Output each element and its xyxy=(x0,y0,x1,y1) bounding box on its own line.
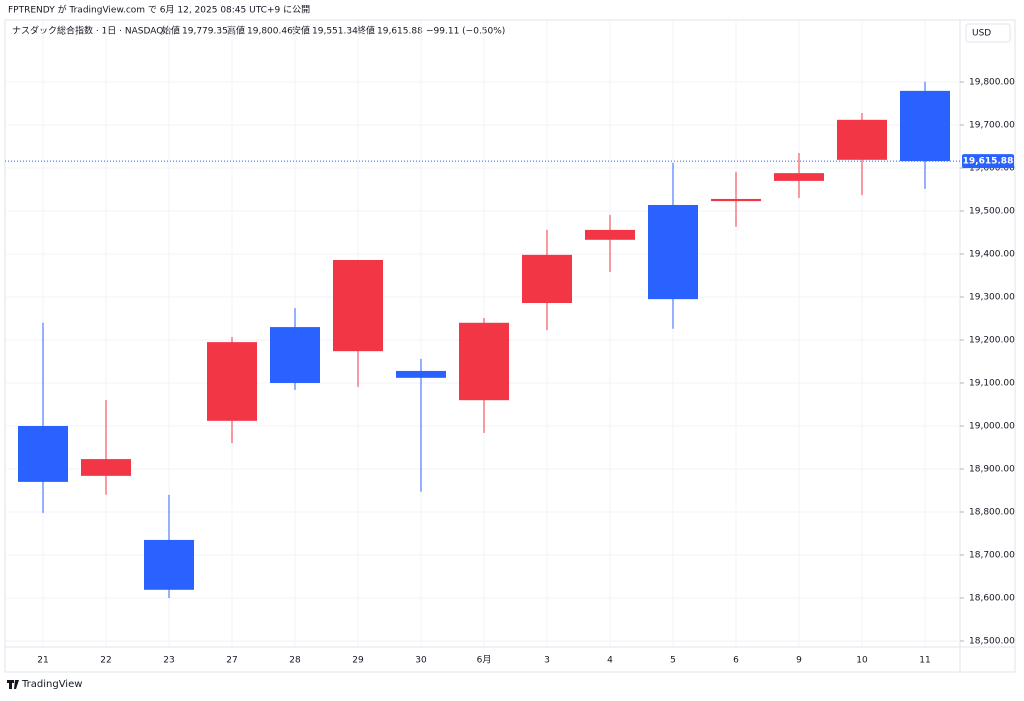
ohlc-label: 終値 xyxy=(357,25,375,37)
candle-body xyxy=(459,322,509,401)
x-tick-label: 21 xyxy=(37,656,48,666)
x-tick-label: 23 xyxy=(163,656,174,666)
y-tick-label: 18,900.00 xyxy=(969,464,1015,474)
x-tick-label: 28 xyxy=(289,656,301,666)
ohlc-label: 安値 xyxy=(292,25,310,37)
candle-body xyxy=(144,539,194,590)
legend: ナスダック総合指数 · 1日 · NASDAQ 始値 19,779.35 高値 19,… xyxy=(12,25,505,37)
x-tick-label: 6月 xyxy=(477,655,492,666)
candle-body xyxy=(837,119,887,160)
last-price-label: 19,615.88 xyxy=(963,157,1014,167)
x-tick-label: 4 xyxy=(607,656,613,666)
y-tick-label: 19,800.00 xyxy=(969,77,1015,87)
x-tick-label: 27 xyxy=(226,656,237,666)
currency: USD xyxy=(972,29,991,39)
symbol: ナスダック総合指数 · 1日 · NASDAQ xyxy=(12,25,163,37)
ohlc-label: 始値 xyxy=(162,25,180,37)
candle-body xyxy=(18,425,68,482)
candle-body xyxy=(396,370,446,378)
ohlc-value: 19,615.88 xyxy=(377,27,423,37)
y-tick-label: 19,100.00 xyxy=(969,378,1015,388)
x-tick-label: 3 xyxy=(544,656,550,666)
x-tick-label: 22 xyxy=(100,656,111,666)
published: FPTRENDY が TradingView.com で 6月 12, 2025… xyxy=(8,4,310,16)
candle-body xyxy=(585,229,635,240)
candle-body xyxy=(900,90,950,162)
change: −99.11 (−0.50%) xyxy=(426,27,505,37)
logo xyxy=(7,680,19,689)
y-tick-label: 19,300.00 xyxy=(969,292,1015,302)
candle-body xyxy=(333,260,383,352)
y-tick-label: 19,700.00 xyxy=(969,120,1015,130)
ohlc-label: 高値 xyxy=(227,25,245,37)
x-tick-label: 11 xyxy=(919,656,930,666)
y-tick-label: 18,500.00 xyxy=(969,636,1015,646)
ohlc-value: 19,779.35 xyxy=(182,27,228,37)
x-tick-label: 5 xyxy=(670,656,676,666)
x-tick-label: 6 xyxy=(733,656,739,666)
y-tick-label: 18,800.00 xyxy=(969,507,1015,517)
candle-body xyxy=(711,198,761,202)
y-tick-label: 19,600.00 xyxy=(969,163,1015,173)
candle-body xyxy=(81,459,131,476)
y-tick-label: 18,700.00 xyxy=(969,550,1015,560)
candle-body xyxy=(207,342,257,421)
x-tick-label: 29 xyxy=(352,656,364,666)
ohlc-value: 19,800.46 xyxy=(247,27,293,37)
y-tick-label: 19,200.00 xyxy=(969,335,1015,345)
last-price-box xyxy=(962,154,1014,169)
brand: TradingView xyxy=(21,679,82,690)
candle-body xyxy=(774,173,824,181)
y-tick-label: 19,500.00 xyxy=(969,206,1015,216)
x-tick-label: 30 xyxy=(415,656,427,666)
y-tick-label: 18,600.00 xyxy=(969,593,1015,603)
currency-box[interactable] xyxy=(965,23,1011,43)
candle-body xyxy=(522,254,572,304)
x-tick-label: 9 xyxy=(796,656,802,666)
x-tick-label: 10 xyxy=(856,656,868,666)
ohlc-value: 19,551.34 xyxy=(312,27,358,37)
y-tick-label: 19,400.00 xyxy=(969,249,1015,259)
candle-body xyxy=(648,204,698,300)
candle-body xyxy=(270,327,320,383)
y-tick-label: 19,000.00 xyxy=(969,421,1015,431)
